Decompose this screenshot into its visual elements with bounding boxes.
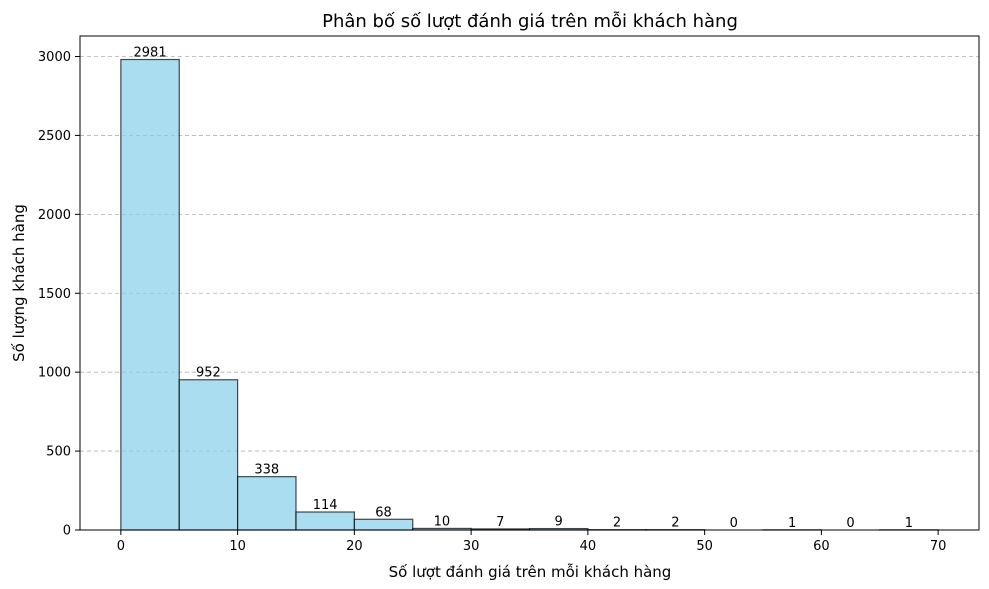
plot-frame (79, 35, 980, 531)
bar-value-label: 1 (788, 516, 796, 531)
x-tick-label: 30 (463, 539, 480, 554)
x-tick-label: 70 (930, 539, 947, 554)
bars (120, 58, 939, 531)
histogram-bar (353, 518, 414, 531)
y-tick-label: 0 (63, 524, 71, 539)
y-tick-label: 2500 (38, 129, 71, 144)
x-tick-label: 10 (229, 539, 246, 554)
bar-value-label: 0 (846, 516, 854, 531)
histogram-bar (178, 379, 239, 531)
bar-value-label: 952 (196, 366, 221, 381)
y-tick-label: 2000 (38, 208, 71, 223)
histogram-bar (295, 511, 355, 531)
chart-title: Phân bố số lượt đánh giá trên mỗi khách … (322, 11, 738, 32)
bar-value-label: 1 (905, 516, 913, 531)
x-axis-title: Số lượt đánh giá trên mỗi khách hàng (389, 563, 672, 581)
bar-value-label: 9 (555, 515, 563, 530)
bar-value-label: 7 (496, 515, 504, 530)
y-tick-label: 1500 (38, 287, 71, 302)
histogram-bar (120, 58, 180, 531)
x-tick-label: 20 (346, 539, 363, 554)
y-tick-label: 500 (46, 445, 71, 460)
x-tick-label: 0 (117, 539, 125, 554)
x-tick-label: 50 (696, 539, 713, 554)
bar-value-label: 2 (671, 516, 679, 531)
x-tick-label: 40 (580, 539, 597, 554)
x-tick-label: 60 (813, 539, 830, 554)
bar-value-label: 338 (254, 463, 279, 478)
bar-value-label: 68 (375, 505, 392, 520)
y-axis-title: Số lượng khách hàng (10, 204, 28, 362)
bar-value-label: 2 (613, 516, 621, 531)
y-tick-label: 3000 (38, 50, 71, 65)
histogram-bar (237, 476, 297, 531)
bar-value-label: 2981 (134, 46, 167, 61)
bar-value-label: 10 (434, 514, 451, 529)
y-tick-label: 1000 (38, 366, 71, 381)
bar-value-label: 114 (313, 498, 338, 513)
bar-value-label: 0 (730, 516, 738, 531)
